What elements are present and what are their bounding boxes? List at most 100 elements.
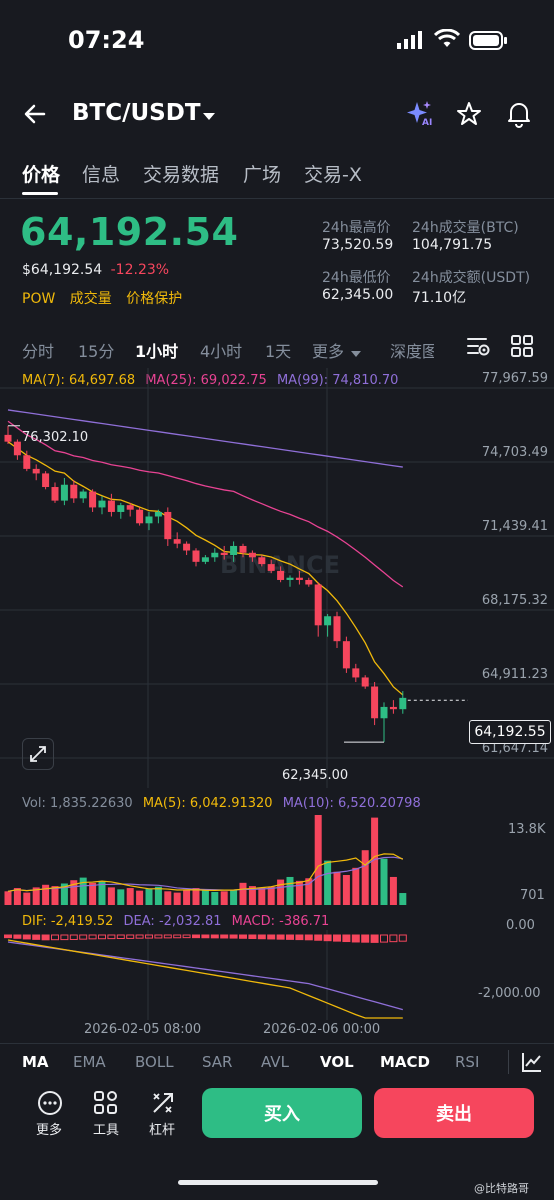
indicator-avl[interactable]: AVL [261,1053,289,1071]
macd-bar [41,934,50,941]
indicator-boll[interactable]: BOLL [135,1053,174,1071]
fullscreen-button[interactable] [22,738,54,770]
macd-dea: DEA: -2,032.81 [123,914,222,929]
volume-bar [107,887,115,905]
stat-high-label: 24h最高价 [322,220,391,236]
macd-bar [361,934,370,943]
buy-button[interactable]: 买入 [202,1088,362,1138]
candlestick-chart[interactable]: BINANCE 77,967.5974,703.4971,439.4168,17… [0,368,554,798]
volume-bar [23,892,31,905]
volume-bar [371,817,379,905]
tab-trade-x[interactable]: 交易-X [304,164,362,186]
sell-button[interactable]: 卖出 [374,1088,534,1138]
volume-bar [258,888,266,905]
candle-body [248,552,256,558]
dea-line [7,941,403,1011]
stat-vol-btc-label: 24h成交量(BTC) [412,220,519,236]
volume-bar [230,890,238,905]
candle-body [183,543,191,551]
candle-body [211,552,219,558]
candle-body [51,487,59,501]
chevron-down-icon[interactable] [202,108,216,127]
candle-body [117,505,125,512]
candle-body [126,505,134,510]
interval-more[interactable]: 更多 [312,342,345,361]
indicator-settings-icon[interactable] [466,334,492,362]
signal-icon [397,30,425,54]
indicator-rsi[interactable]: RSI [455,1053,480,1071]
candle-body [89,491,97,508]
current-price-tag[interactable]: 64,192.55 [469,720,551,744]
tab-price[interactable]: 价格 [22,164,61,186]
interval-15m[interactable]: 15分 [78,342,115,361]
volume-bar [51,886,59,905]
tab-info[interactable]: 信息 [82,164,121,186]
candle-body [4,434,12,442]
macd-chart [4,930,407,1020]
more-label: 更多 [36,1123,63,1138]
indicator-ema[interactable]: EMA [73,1053,106,1071]
candle-body [23,455,31,469]
volume-bar [211,891,219,905]
candle-body [201,557,209,562]
price-axis-label: 71,439.41 [482,519,548,534]
ma25-legend: MA(25): 69,022.75 [145,373,267,388]
tag-price-protect[interactable]: 价格保护 [126,291,183,307]
interval-1d[interactable]: 1天 [265,342,292,361]
interval-depth[interactable]: 深度图 [390,342,434,361]
grid-layout-icon[interactable] [510,334,534,362]
volume-bar [98,881,106,905]
indicator-macd[interactable]: MACD [380,1053,430,1071]
candle-body [352,668,360,678]
indicator-vol[interactable]: VOL [320,1053,354,1071]
back-arrow-icon[interactable] [22,101,48,131]
tab-square[interactable]: 广场 [243,164,282,186]
leverage-button[interactable] [150,1090,176,1120]
macd-bar [314,934,323,941]
macd-bar [107,934,116,940]
favorite-star-icon[interactable] [456,101,482,131]
candle-body [333,616,341,642]
ai-sparkle-icon[interactable]: AI [406,100,436,132]
status-bar: 07:24 [0,0,554,80]
candle-body [389,706,397,710]
macd-bar [79,934,88,940]
interval-4h[interactable]: 4小时 [200,342,243,361]
indicator-chart-icon[interactable] [520,1050,544,1078]
interval-timeshare[interactable]: 分时 [22,342,55,361]
volume-bar [60,883,68,905]
tab-trading-data[interactable]: 交易数据 [143,164,220,186]
candle-body [314,584,322,626]
candle-body [380,706,388,719]
price-sub: $64,192.54 -12.23% [22,262,169,278]
leverage-label: 杠杆 [149,1123,176,1138]
price-axis-label: 68,175.32 [482,593,548,608]
stat-low: 62,345.00 [322,287,394,303]
macd-bar [145,934,153,939]
pair-title[interactable]: BTC/USDT [72,100,201,126]
tab-underline [22,192,58,195]
ma99-line [7,409,403,468]
volume-bar [126,888,134,905]
candle-body [107,500,115,512]
indicator-sar[interactable]: SAR [202,1053,233,1071]
tag-volume[interactable]: 成交量 [69,291,112,307]
volume-bar [154,886,162,905]
price-axis-label: 61,647.14 [482,741,548,756]
fiat-price: $64,192.54 [22,262,103,278]
tag-pow[interactable]: POW [22,291,56,307]
volume-bar [164,891,172,905]
bell-icon[interactable] [506,100,532,132]
volume-bar [173,892,181,905]
more-button[interactable] [33,1090,67,1120]
candle-body [32,468,40,474]
home-indicator [178,1180,378,1185]
indicator-ma[interactable]: MA [22,1053,49,1071]
volume-chart [4,815,407,905]
macd-bar [351,934,360,943]
candle-body [267,564,275,571]
tools-button[interactable] [93,1090,119,1120]
time-label-1: 2026-02-05 08:00 [84,1022,202,1037]
candle-body [154,511,162,517]
interval-1h[interactable]: 1小时 [135,342,179,361]
